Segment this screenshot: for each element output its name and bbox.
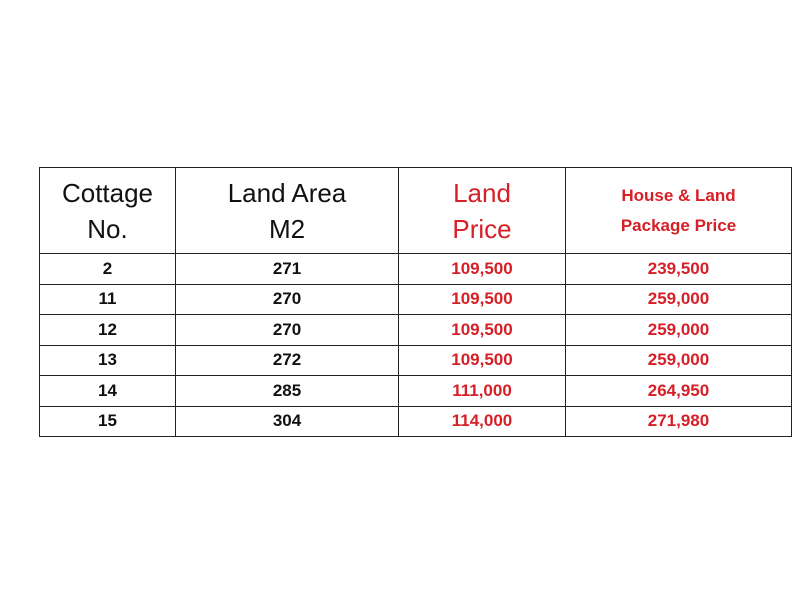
- table-row: 2 271 109,500 239,500: [39, 253, 792, 285]
- header-line: M2: [268, 213, 306, 244]
- table-cell: 15: [39, 405, 176, 437]
- table-cell: 109,500: [398, 253, 566, 285]
- table-cell: 271: [175, 253, 399, 285]
- table-cell: 11: [39, 283, 176, 315]
- table-cell: 272: [175, 344, 399, 376]
- table-cell: 304: [175, 405, 399, 437]
- table-cell: 259,000: [565, 344, 792, 376]
- header-line: Cottage: [61, 177, 154, 208]
- table-cell: 14: [39, 375, 176, 407]
- header-line: House & Land: [621, 185, 736, 205]
- table-cell: 114,000: [398, 405, 566, 437]
- table-cell: 109,500: [398, 314, 566, 346]
- table-cell: 270: [175, 283, 399, 315]
- column-header: Land Area M2: [175, 167, 399, 254]
- table-row: 14 285 111,000 264,950: [39, 375, 792, 407]
- column-header: Cottage No.: [39, 167, 176, 254]
- table-row: 13 272 109,500 259,000: [39, 344, 792, 376]
- header-row: Cottage No. Land Area M2 Land Price House & La…: [39, 167, 792, 254]
- table-cell: 12: [39, 314, 176, 346]
- table-cell: 270: [175, 314, 399, 346]
- table-row: 12 270 109,500 259,000: [39, 314, 792, 346]
- header-line: Land Area: [227, 177, 347, 208]
- table-cell: 285: [175, 375, 399, 407]
- table-cell: 13: [39, 344, 176, 376]
- header-line: No.: [87, 213, 128, 244]
- table-row: 15 304 114,000 271,980: [39, 405, 792, 437]
- table-cell: 264,950: [565, 375, 792, 407]
- header-line: Land: [453, 177, 511, 208]
- table-cell: 259,000: [565, 283, 792, 315]
- column-header: House & Land Package Price: [565, 167, 792, 254]
- table-body: 2 271 109,500 239,500 11 270 109,500 259,000 12 2…: [39, 253, 792, 437]
- column-header: Land Price: [398, 167, 566, 254]
- table-cell: 239,500: [565, 253, 792, 285]
- header-line: Package Price: [620, 215, 737, 235]
- price-table: Cottage No. Land Area M2 Land Price House & La…: [39, 167, 792, 437]
- table-cell: 271,980: [565, 405, 792, 437]
- table-cell: 109,500: [398, 283, 566, 315]
- table-cell: 259,000: [565, 314, 792, 346]
- header-line: Price: [452, 213, 512, 244]
- table-cell: 111,000: [398, 375, 566, 407]
- table-cell: 109,500: [398, 344, 566, 376]
- table-cell: 2: [39, 253, 176, 285]
- table-row: 11 270 109,500 259,000: [39, 283, 792, 315]
